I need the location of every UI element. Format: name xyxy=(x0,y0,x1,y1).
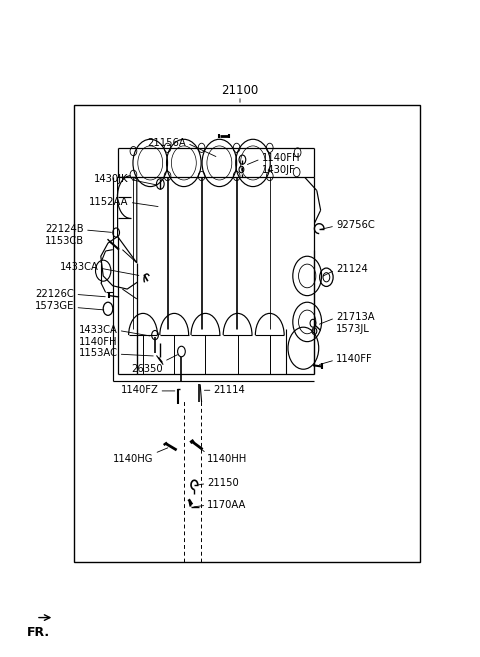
Text: 26350: 26350 xyxy=(132,364,163,374)
Text: 1140FH: 1140FH xyxy=(262,152,300,163)
Text: 21114: 21114 xyxy=(214,385,245,396)
Text: 1140FF: 1140FF xyxy=(336,354,373,365)
Text: 1573GE: 1573GE xyxy=(35,301,74,311)
Text: 1433CA: 1433CA xyxy=(60,262,98,273)
Text: 1153AC: 1153AC xyxy=(79,348,118,359)
Text: 22126C: 22126C xyxy=(36,288,74,299)
Text: 21156A: 21156A xyxy=(147,138,186,148)
Text: 1152AA: 1152AA xyxy=(89,196,129,207)
Text: 21124: 21124 xyxy=(336,264,368,275)
Text: 1430JF: 1430JF xyxy=(262,164,295,175)
Text: 1140HG: 1140HG xyxy=(113,453,154,464)
Text: 1140FZ: 1140FZ xyxy=(120,385,158,396)
Text: 21150: 21150 xyxy=(207,478,239,488)
Text: 1140FH: 1140FH xyxy=(79,336,118,347)
Text: FR.: FR. xyxy=(26,625,49,639)
Text: 1573JL: 1573JL xyxy=(336,324,370,334)
Text: 21100: 21100 xyxy=(221,84,259,97)
Text: 1140HH: 1140HH xyxy=(207,453,248,464)
Text: 1433CA: 1433CA xyxy=(79,325,118,335)
Text: 22124B: 22124B xyxy=(46,224,84,235)
Text: 1170AA: 1170AA xyxy=(207,499,247,510)
Text: 1430JK: 1430JK xyxy=(94,173,129,184)
Bar xyxy=(74,105,420,562)
Text: 92756C: 92756C xyxy=(336,220,375,231)
Text: 1153CB: 1153CB xyxy=(45,236,84,246)
Text: 21713A: 21713A xyxy=(336,312,374,323)
